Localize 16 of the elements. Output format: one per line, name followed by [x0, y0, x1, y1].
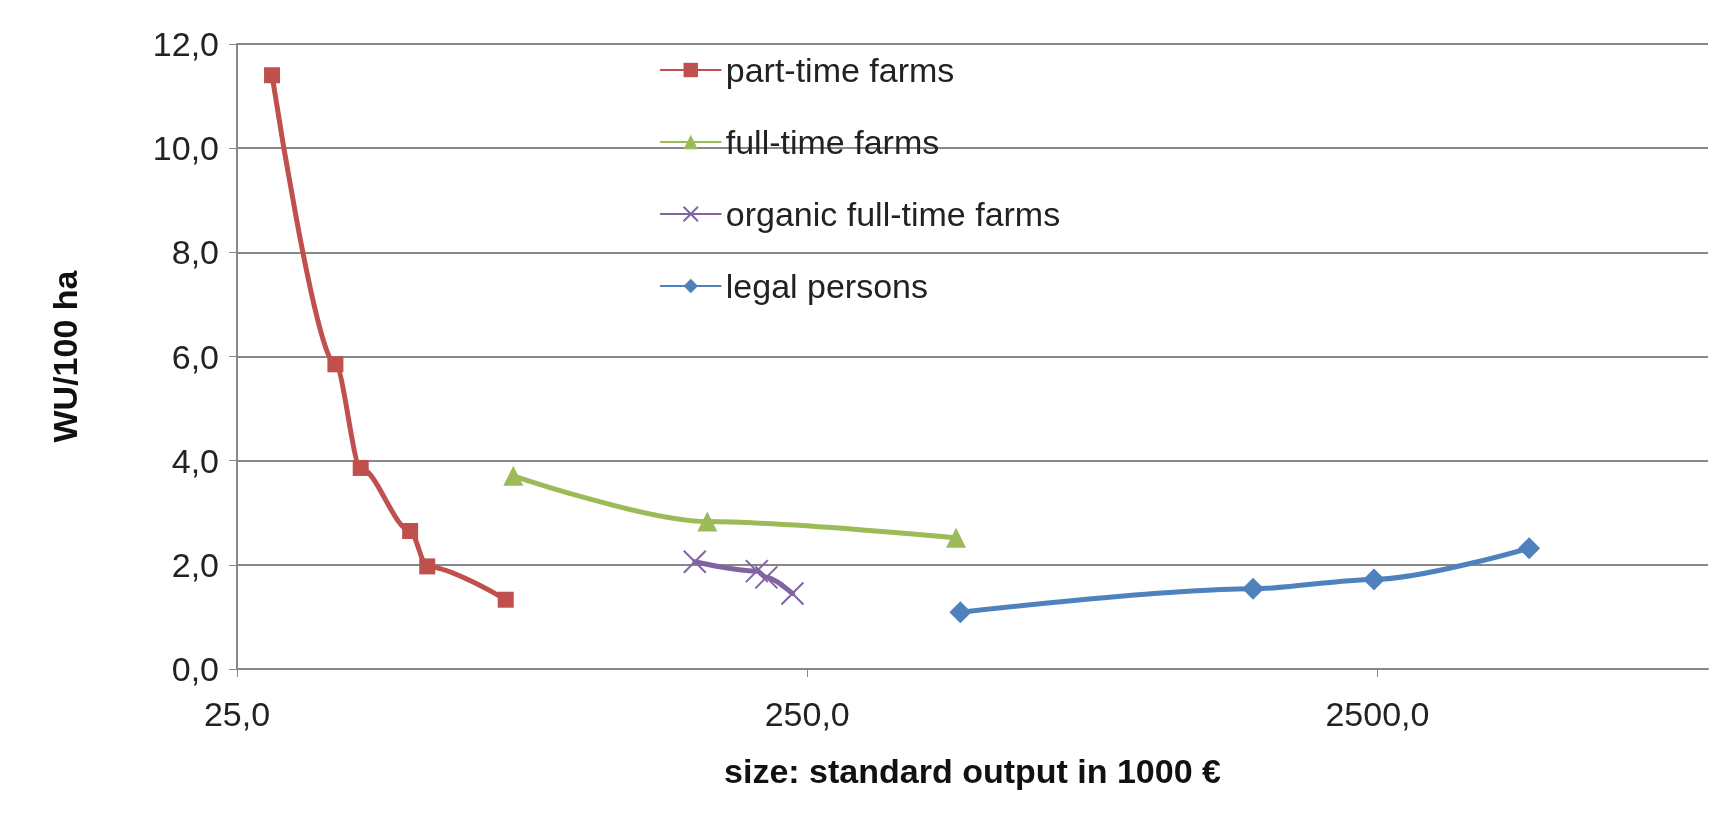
legend-label: full-time farms: [725, 123, 940, 161]
y-axis-title: WU/100 ha: [46, 269, 84, 443]
y-tick-label: 2,0: [171, 545, 219, 584]
y-tick-label: 0,0: [171, 650, 219, 688]
y-tick-label: 12,0: [152, 25, 219, 63]
y-tick-label: 8,0: [171, 233, 219, 272]
x-tick-label: 2500,0: [1325, 695, 1430, 733]
y-tick-label: 6,0: [171, 337, 219, 376]
x-tick-label: 250,0: [764, 695, 850, 733]
y-tick-label: 10,0: [152, 129, 219, 168]
x-axis-title: size: standard output in 1000 €: [724, 752, 1222, 790]
y-tick-label: 4,0: [171, 441, 219, 480]
legend-label: part-time farms: [725, 51, 955, 89]
legend-label: organic full-time farms: [725, 195, 1061, 233]
legend-label: legal persons: [725, 267, 929, 305]
x-tick-label: 25,0: [203, 695, 271, 733]
